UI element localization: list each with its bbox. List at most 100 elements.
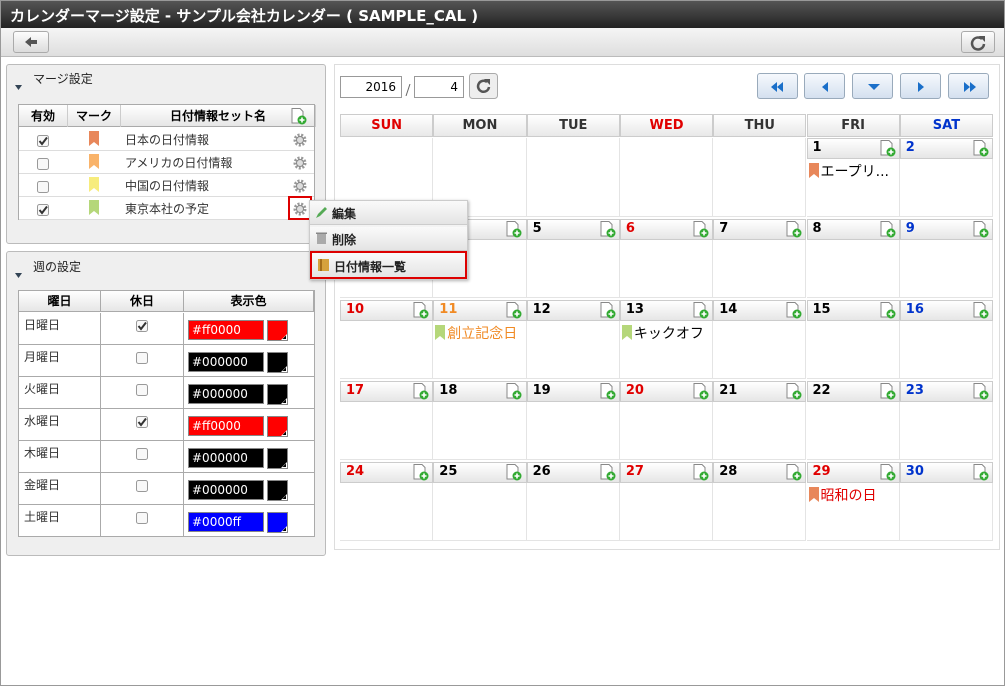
day-cell-header — [340, 462, 434, 483]
nav-button[interactable] — [948, 73, 989, 99]
day-cell — [713, 381, 807, 460]
add-event-icon[interactable] — [786, 221, 803, 242]
color-input[interactable]: #000000 — [188, 384, 264, 404]
color-input[interactable]: #000000 — [188, 480, 264, 500]
color-input[interactable]: #000000 — [188, 448, 264, 468]
checkbox[interactable] — [37, 202, 50, 221]
color-swatch[interactable] — [267, 352, 289, 378]
add-event-icon[interactable] — [693, 302, 710, 323]
day-number: 25 — [439, 464, 458, 479]
day-cell — [713, 138, 807, 217]
refresh-button[interactable] — [469, 73, 499, 104]
day-number: 2 — [905, 140, 915, 155]
add-event-icon[interactable] — [693, 464, 710, 485]
add-event-icon[interactable] — [600, 302, 617, 323]
column-header: 曜日 — [19, 291, 101, 312]
year-input[interactable]: 2016 — [340, 76, 402, 98]
add-event-icon[interactable] — [693, 383, 710, 404]
add-event-icon[interactable] — [506, 464, 523, 485]
color-swatch[interactable] — [267, 320, 289, 346]
day-number: 29 — [812, 464, 831, 479]
add-event-icon[interactable] — [506, 221, 523, 242]
checkbox[interactable] — [136, 414, 149, 433]
menu-item[interactable]: 削除 — [310, 227, 467, 251]
add-event-icon[interactable] — [506, 302, 523, 323]
day-number: 6 — [625, 221, 635, 236]
nav-button[interactable] — [900, 73, 941, 99]
add-event-icon[interactable] — [600, 464, 617, 485]
add-event-icon[interactable] — [413, 464, 430, 485]
add-event-icon-graphic — [693, 221, 709, 238]
checkbox-graphic — [136, 512, 148, 524]
day-cell-header — [526, 300, 620, 321]
row-line — [19, 344, 314, 345]
add-event-icon[interactable] — [506, 383, 523, 404]
add-event-icon[interactable] — [880, 302, 897, 323]
gear-button[interactable] — [293, 155, 307, 174]
gear-button[interactable] — [293, 178, 307, 197]
add-event-icon[interactable] — [693, 221, 710, 242]
event-label[interactable]: 創立記念日 — [447, 326, 518, 342]
add-event-icon[interactable] — [413, 302, 430, 323]
event-label[interactable]: エープリ... — [820, 164, 890, 180]
color-swatch-graphic — [267, 480, 288, 501]
checkbox[interactable] — [136, 318, 149, 337]
add-event-icon[interactable] — [880, 140, 897, 161]
checkbox[interactable] — [37, 156, 50, 175]
add-event-icon-graphic — [600, 302, 616, 319]
nav-button[interactable] — [757, 73, 798, 99]
month-input[interactable]: 4 — [414, 76, 464, 98]
add-set-icon[interactable] — [291, 108, 308, 129]
add-event-icon[interactable] — [973, 464, 990, 485]
color-input[interactable]: #ff0000 — [188, 320, 264, 340]
add-event-icon[interactable] — [973, 383, 990, 404]
add-event-icon[interactable] — [413, 383, 430, 404]
nav-button[interactable] — [804, 73, 845, 99]
checkbox[interactable] — [136, 478, 149, 497]
color-input[interactable]: #ff0000 — [188, 416, 264, 436]
back-button[interactable] — [13, 31, 49, 53]
row-line — [19, 196, 314, 197]
toolbar — [1, 28, 1004, 57]
table-header — [19, 291, 314, 312]
add-event-icon[interactable] — [600, 221, 617, 242]
add-event-icon[interactable] — [880, 383, 897, 404]
checkbox[interactable] — [136, 382, 149, 401]
add-event-icon[interactable] — [973, 140, 990, 161]
checkbox[interactable] — [136, 446, 149, 465]
add-event-icon[interactable] — [786, 383, 803, 404]
gear-button[interactable] — [293, 132, 307, 151]
refresh-button[interactable] — [961, 31, 995, 53]
gear-button[interactable] — [293, 201, 307, 220]
add-event-icon[interactable] — [786, 302, 803, 323]
add-event-icon[interactable] — [880, 221, 897, 242]
checkbox[interactable] — [136, 350, 149, 369]
color-swatch-graphic — [267, 416, 288, 437]
checkbox[interactable] — [37, 179, 50, 198]
color-swatch[interactable] — [267, 448, 289, 474]
event-label[interactable]: キックオフ — [633, 326, 704, 342]
color-swatch[interactable] — [267, 416, 289, 442]
add-event-icon[interactable] — [973, 221, 990, 242]
menu-item[interactable]: 編集 — [310, 201, 467, 225]
add-event-icon-graphic — [693, 464, 709, 481]
add-event-icon[interactable] — [973, 302, 990, 323]
color-swatch[interactable] — [267, 384, 289, 410]
day-cell-header — [433, 381, 527, 402]
col-line — [183, 377, 184, 409]
checkbox[interactable] — [136, 510, 149, 529]
day-number: 21 — [719, 383, 738, 398]
add-event-icon[interactable] — [600, 383, 617, 404]
menu-item[interactable]: 日付情報一覧 — [310, 251, 467, 279]
color-input[interactable]: #000000 — [188, 352, 264, 372]
day-cell — [526, 462, 620, 541]
color-swatch[interactable] — [267, 512, 289, 538]
color-input[interactable]: #0000ff — [188, 512, 264, 532]
add-event-icon[interactable] — [880, 464, 897, 485]
day-number: 11 — [439, 302, 458, 317]
color-swatch[interactable] — [267, 480, 289, 506]
add-event-icon[interactable] — [786, 464, 803, 485]
nav-button[interactable] — [852, 73, 893, 99]
checkbox[interactable] — [37, 133, 50, 152]
event-label[interactable]: 昭和の日 — [820, 488, 877, 504]
